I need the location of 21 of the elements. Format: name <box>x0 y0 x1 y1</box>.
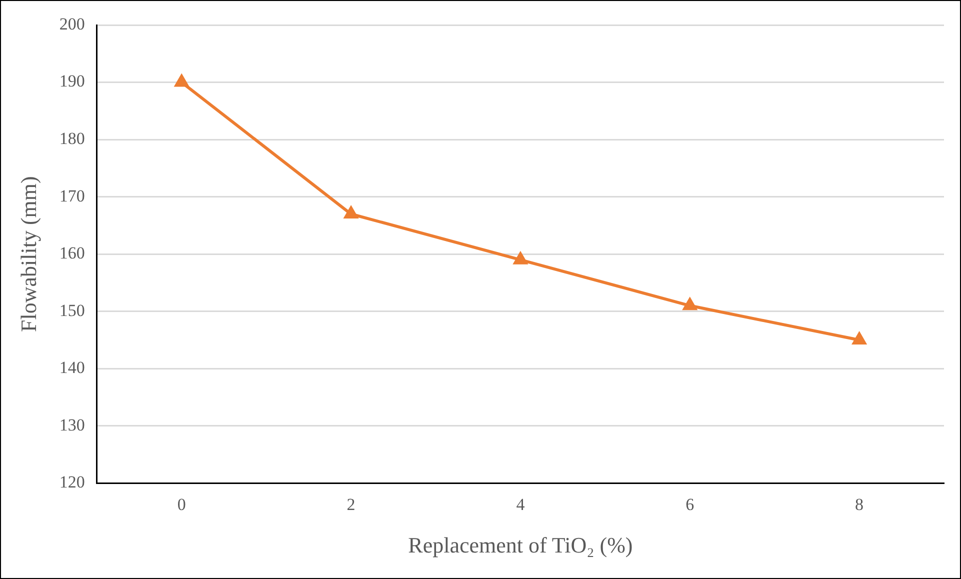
point <box>344 206 358 219</box>
y-tick-label: 140 <box>59 358 85 378</box>
point <box>852 332 867 345</box>
y-tick-label: 170 <box>59 186 85 206</box>
y-tick-label: 150 <box>59 300 85 320</box>
x-axis-title: Replacement of TiO₂ (%) <box>408 532 633 558</box>
y-axis-title: Flowability (mm) <box>16 176 41 332</box>
y-tick-label: 190 <box>59 72 85 91</box>
x-tick-label: 0 <box>177 494 186 514</box>
y-tick-label: 180 <box>59 129 85 148</box>
y-tick-label: 200 <box>59 14 85 34</box>
point <box>513 251 528 264</box>
y-tick-label: 120 <box>59 472 85 492</box>
x-tick-label: 6 <box>686 494 694 514</box>
point <box>174 74 190 87</box>
y-tick-label: 160 <box>59 244 85 263</box>
x-tick-label: 2 <box>346 494 356 514</box>
x-tick-label: 4 <box>516 494 526 514</box>
y-tick-label: 130 <box>59 415 85 434</box>
point <box>682 297 698 310</box>
x-tick-label: 8 <box>855 494 864 514</box>
